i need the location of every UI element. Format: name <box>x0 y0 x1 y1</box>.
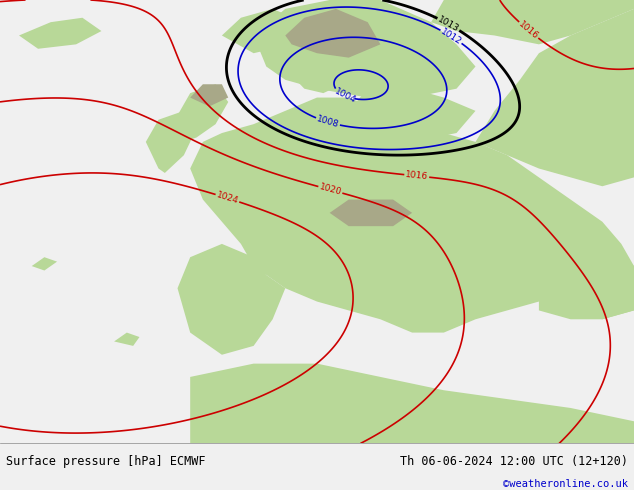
Text: 1020: 1020 <box>318 182 342 197</box>
Polygon shape <box>330 199 412 226</box>
Text: Th 06-06-2024 12:00 UTC (12+120): Th 06-06-2024 12:00 UTC (12+120) <box>399 455 628 467</box>
Polygon shape <box>349 89 476 142</box>
Polygon shape <box>476 9 634 186</box>
Polygon shape <box>292 67 342 93</box>
Text: 1013: 1013 <box>436 15 461 34</box>
Polygon shape <box>32 257 57 270</box>
Text: 1016: 1016 <box>517 20 540 41</box>
Text: 1004: 1004 <box>333 87 358 105</box>
Text: Surface pressure [hPa] ECMWF: Surface pressure [hPa] ECMWF <box>6 455 206 467</box>
Polygon shape <box>178 84 228 142</box>
Polygon shape <box>19 18 101 49</box>
Polygon shape <box>539 244 634 319</box>
Polygon shape <box>146 111 197 173</box>
Text: 1016: 1016 <box>405 170 429 182</box>
Polygon shape <box>190 364 634 443</box>
Polygon shape <box>114 333 139 346</box>
Polygon shape <box>190 84 228 106</box>
Text: 1008: 1008 <box>316 114 340 130</box>
Polygon shape <box>285 9 380 58</box>
Text: 1012: 1012 <box>439 26 463 46</box>
Text: 1024: 1024 <box>215 191 240 206</box>
Polygon shape <box>431 0 634 44</box>
Text: ©weatheronline.co.uk: ©weatheronline.co.uk <box>503 479 628 490</box>
Polygon shape <box>178 244 285 355</box>
Polygon shape <box>222 9 304 53</box>
Polygon shape <box>190 98 634 333</box>
Polygon shape <box>254 0 476 98</box>
